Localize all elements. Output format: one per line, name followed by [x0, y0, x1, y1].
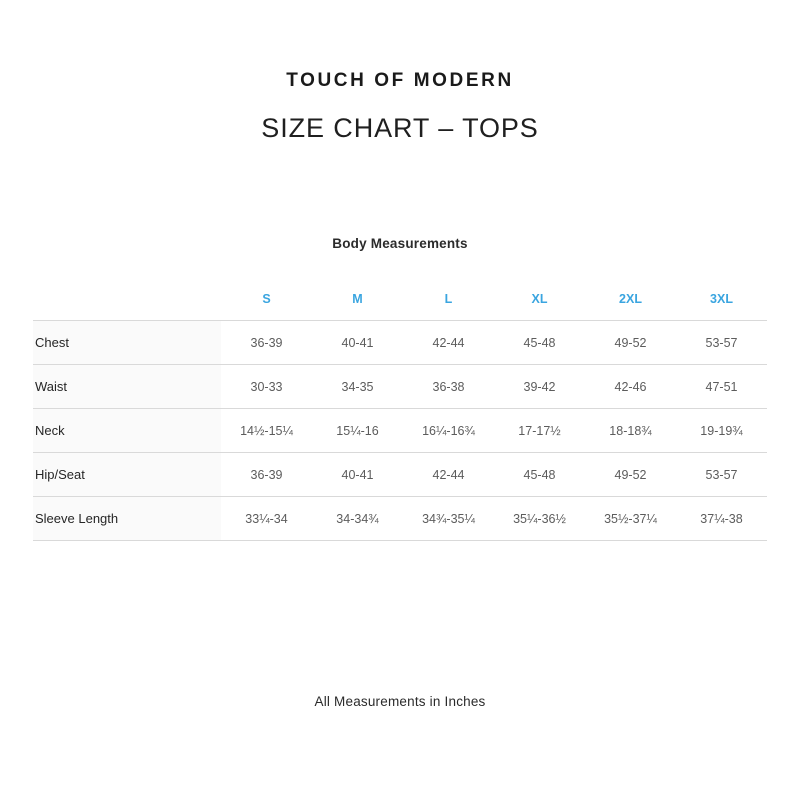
column-header-s: S — [221, 278, 312, 321]
brand-title: TOUCH OF MODERN — [286, 70, 514, 91]
table-row: Hip/Seat 36-39 40-41 42-44 45-48 49-52 5… — [33, 452, 767, 497]
section-caption: Body Measurements — [332, 236, 468, 251]
cell-hip-m: 40-41 — [312, 452, 403, 497]
cell-waist-l: 36-38 — [403, 364, 494, 409]
row-label-hip-seat: Hip/Seat — [33, 452, 221, 497]
cell-neck-3xl: 19-19¾ — [676, 408, 767, 453]
cell-chest-m: 40-41 — [312, 320, 403, 365]
row-label-neck: Neck — [33, 408, 221, 453]
cell-neck-l: 16¼-16¾ — [403, 408, 494, 453]
table-header-row: S M L XL 2XL 3XL — [33, 278, 767, 321]
cell-chest-2xl: 49-52 — [585, 320, 676, 365]
size-table: S M L XL 2XL 3XL Chest 36-39 40-41 42-44… — [33, 278, 767, 541]
table-row: Neck 14½-15¼ 15¼-16 16¼-16¾ 17-17½ 18-18… — [33, 408, 767, 453]
column-header-l: L — [403, 278, 494, 321]
table-row: Chest 36-39 40-41 42-44 45-48 49-52 53-5… — [33, 320, 767, 365]
row-label-chest: Chest — [33, 320, 221, 365]
cell-hip-3xl: 53-57 — [676, 452, 767, 497]
table-row: Waist 30-33 34-35 36-38 39-42 42-46 47-5… — [33, 364, 767, 409]
table-row: Sleeve Length 33¼-34 34-34¾ 34¾-35¼ 35¼-… — [33, 496, 767, 541]
cell-sleeve-3xl: 37¼-38 — [676, 496, 767, 541]
cell-sleeve-2xl: 35½-37¼ — [585, 496, 676, 541]
cell-neck-s: 14½-15¼ — [221, 408, 312, 453]
cell-sleeve-m: 34-34¾ — [312, 496, 403, 541]
footer-note: All Measurements in Inches — [314, 694, 486, 709]
cell-waist-s: 30-33 — [221, 364, 312, 409]
table-header: S M L XL 2XL 3XL — [33, 278, 767, 321]
column-header-2xl: 2XL — [585, 278, 676, 321]
page-title: SIZE CHART – TOPS — [261, 113, 539, 143]
cell-waist-3xl: 47-51 — [676, 364, 767, 409]
cell-chest-s: 36-39 — [221, 320, 312, 365]
column-header-m: M — [312, 278, 403, 321]
cell-neck-xl: 17-17½ — [494, 408, 585, 453]
cell-sleeve-xl: 35¼-36½ — [494, 496, 585, 541]
size-table-container: S M L XL 2XL 3XL Chest 36-39 40-41 42-44… — [33, 278, 767, 541]
cell-waist-m: 34-35 — [312, 364, 403, 409]
table-body: Chest 36-39 40-41 42-44 45-48 49-52 53-5… — [33, 320, 767, 541]
cell-hip-s: 36-39 — [221, 452, 312, 497]
cell-waist-2xl: 42-46 — [585, 364, 676, 409]
row-label-sleeve-length: Sleeve Length — [33, 496, 221, 541]
cell-hip-2xl: 49-52 — [585, 452, 676, 497]
column-header-measurement — [33, 278, 221, 321]
column-header-3xl: 3XL — [676, 278, 767, 321]
cell-waist-xl: 39-42 — [494, 364, 585, 409]
cell-neck-2xl: 18-18¾ — [585, 408, 676, 453]
cell-sleeve-s: 33¼-34 — [221, 496, 312, 541]
cell-hip-xl: 45-48 — [494, 452, 585, 497]
column-header-xl: XL — [494, 278, 585, 321]
cell-hip-l: 42-44 — [403, 452, 494, 497]
cell-neck-m: 15¼-16 — [312, 408, 403, 453]
cell-chest-l: 42-44 — [403, 320, 494, 365]
row-label-waist: Waist — [33, 364, 221, 409]
cell-chest-3xl: 53-57 — [676, 320, 767, 365]
cell-chest-xl: 45-48 — [494, 320, 585, 365]
cell-sleeve-l: 34¾-35¼ — [403, 496, 494, 541]
